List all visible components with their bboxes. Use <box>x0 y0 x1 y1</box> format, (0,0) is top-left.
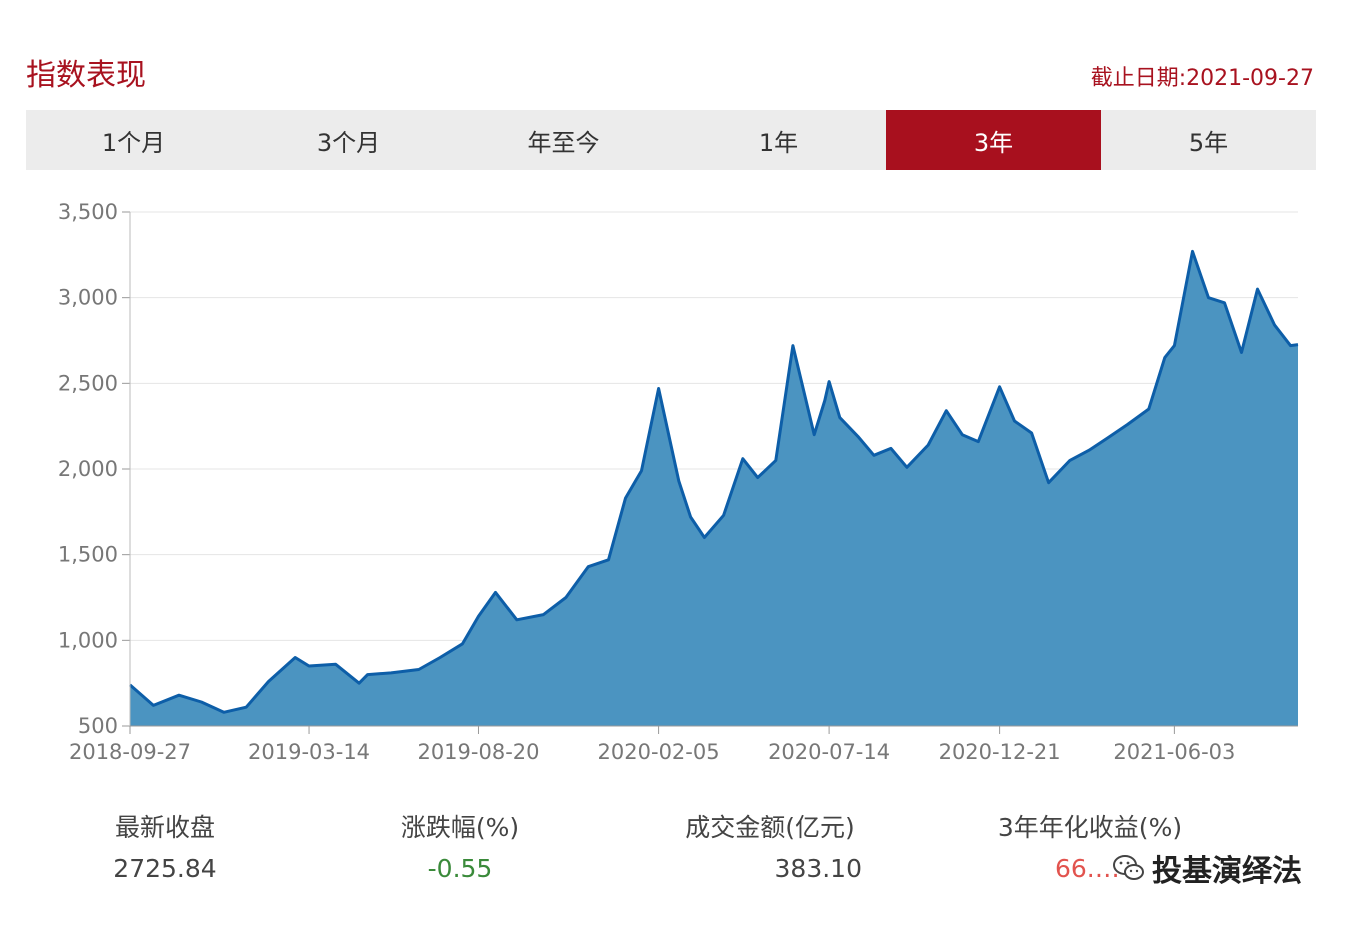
change-pct-value: -0.55 <box>427 854 493 883</box>
x-tick-label: 2019-08-20 <box>417 740 539 764</box>
wechat-icon <box>1113 855 1144 880</box>
x-tick-label: 2019-03-14 <box>248 740 370 764</box>
y-tick-label: 2,500 <box>58 371 118 395</box>
annualized-return-label: 3年年化收益(%) <box>997 813 1183 842</box>
tab-1-month[interactable]: 1个月 <box>101 128 166 157</box>
turnover-stat: 成交金额(亿元) 383.10 <box>660 808 880 883</box>
tab-3-years[interactable]: 3年 <box>886 110 1101 170</box>
as-of-date: 截止日期:2021-09-27 <box>1090 66 1314 91</box>
turnover-label: 成交金额(亿元) <box>685 813 855 842</box>
latest-close-stat: 最新收盘 2725.84 <box>80 808 250 883</box>
y-tick-label: 3,000 <box>58 286 118 310</box>
x-tick-label: 2020-12-21 <box>939 740 1061 764</box>
tab-ytd[interactable]: 年至今 <box>527 128 600 157</box>
annualized-return-stat: 3年年化收益(%) 66.… <box>975 808 1205 883</box>
index-area-chart: 500 1,000 1,500 2,000 2,500 3,000 3,500 2018-09… <box>58 200 1299 764</box>
page-title: 指数表现 <box>26 58 146 93</box>
y-tick-label: 1,000 <box>58 628 118 652</box>
change-pct-stat: 涨跌幅(%) -0.55 <box>370 808 550 883</box>
x-tick-label: 2021-06-03 <box>1113 740 1235 764</box>
turnover-value: 383.10 <box>774 854 862 883</box>
series-area <box>130 251 1298 726</box>
y-tick-label: 2,000 <box>58 457 118 481</box>
x-tick-label: 2018-09-27 <box>69 740 191 764</box>
x-tick-label: 2020-07-14 <box>768 740 890 764</box>
annualized-return-value: 66.… <box>1055 854 1120 883</box>
y-tick-label: 1,500 <box>58 543 118 567</box>
tab-3-months[interactable]: 3个月 <box>316 128 381 157</box>
tab-1-year[interactable]: 1年 <box>758 128 799 157</box>
watermark-text: 投基演绎法 <box>1152 854 1302 889</box>
watermark: 投基演绎法 <box>1112 846 1302 890</box>
change-pct-label: 涨跌幅(%) <box>400 813 520 842</box>
period-tabs: 1个月 3个月 年至今 1年 3年 5年 <box>26 110 1316 170</box>
latest-close-label: 最新收盘 <box>114 813 215 842</box>
stats-row: 最新收盘 2725.84 涨跌幅(%) -0.55 成交金额(亿元) 383.1… <box>0 808 1360 908</box>
tab-5-years[interactable]: 5年 <box>1188 128 1229 157</box>
latest-close-value: 2725.84 <box>113 854 217 883</box>
y-tick-label: 3,500 <box>58 200 118 224</box>
x-tick-label: 2020-02-05 <box>598 740 720 764</box>
y-tick-label: 500 <box>78 714 118 738</box>
